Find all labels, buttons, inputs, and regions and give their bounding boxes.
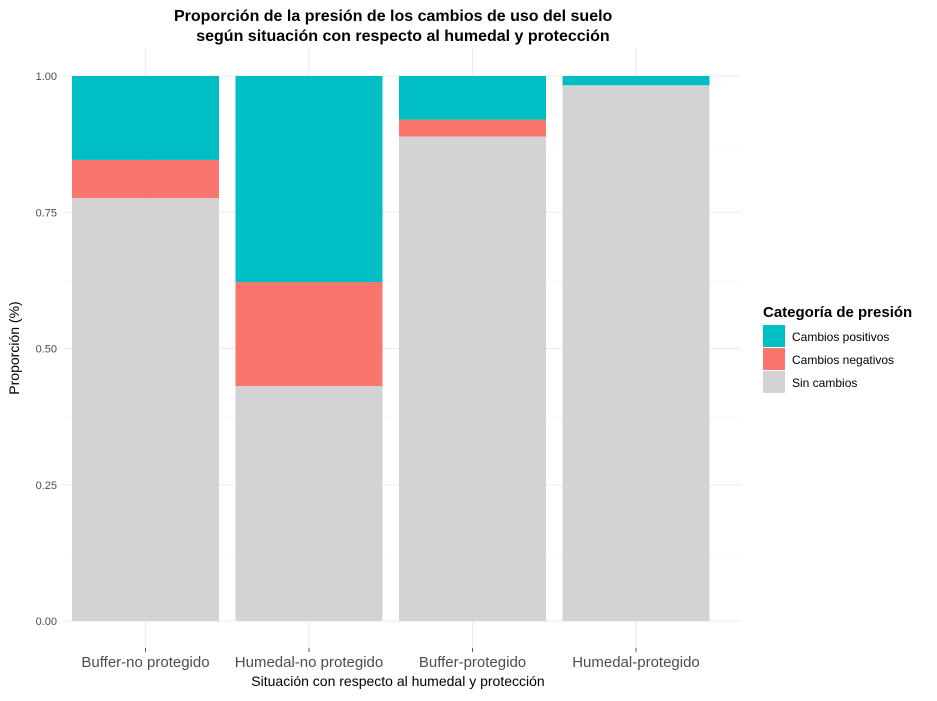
y-tick-label: 0.00 bbox=[36, 616, 57, 628]
bar-segment-cambios-negativos bbox=[399, 119, 546, 137]
chart-title-line: Proporción de la presión de los cambios … bbox=[174, 8, 613, 25]
y-axis-title: Proporción (%) bbox=[6, 301, 22, 394]
legend-label: Cambios negativos bbox=[792, 353, 894, 367]
bar-segment-sin-cambios bbox=[399, 136, 546, 621]
x-tick-label: Buffer-no protegido bbox=[81, 654, 209, 671]
bar-segment-sin-cambios bbox=[72, 198, 219, 621]
x-axis-title: Situación con respecto al humedal y prot… bbox=[251, 673, 544, 689]
bar-segment-cambios-positivos bbox=[72, 76, 219, 160]
x-axis-ticks: Buffer-no protegido Humedal-no protegido B… bbox=[81, 648, 700, 671]
y-tick-label: 0.75 bbox=[36, 207, 57, 219]
y-tick-label: 0.25 bbox=[36, 480, 57, 492]
y-tick-label: 0.50 bbox=[36, 344, 57, 356]
x-tick-label: Buffer-protegido bbox=[419, 654, 526, 671]
bar-segment-cambios-positivos bbox=[235, 76, 383, 283]
bar-segment-cambios-positivos bbox=[562, 76, 710, 86]
bars bbox=[72, 76, 710, 621]
chart-title: Proporción de la presión de los cambios … bbox=[174, 8, 613, 45]
legend-title: Categoría de presión bbox=[763, 304, 912, 321]
bar-segment-cambios-negativos bbox=[72, 159, 219, 199]
legend-swatch bbox=[763, 348, 785, 370]
bar-segment-sin-cambios bbox=[235, 386, 383, 621]
legend: Categoría de presión Cambios positivos Cam… bbox=[763, 304, 912, 393]
y-tick-label: 1.00 bbox=[36, 71, 57, 83]
legend-swatch bbox=[763, 371, 785, 393]
legend-label: Cambios positivos bbox=[792, 330, 889, 344]
x-tick-label: Humedal-no protegido bbox=[235, 654, 383, 671]
y-axis-ticks: 0.00 0.25 0.50 0.75 1.00 bbox=[36, 71, 57, 628]
x-tick-label: Humedal-protegido bbox=[572, 654, 700, 671]
chart-title-line: según situación con respecto al humedal … bbox=[174, 28, 610, 45]
bar-segment-cambios-positivos bbox=[399, 76, 546, 120]
legend-swatch bbox=[763, 325, 785, 347]
bar-segment-cambios-negativos bbox=[235, 282, 383, 387]
bar-segment-sin-cambios bbox=[562, 85, 710, 621]
legend-label: Sin cambios bbox=[792, 376, 857, 390]
chart-title-text: Proporción de la presión de los cambios … bbox=[174, 8, 613, 45]
